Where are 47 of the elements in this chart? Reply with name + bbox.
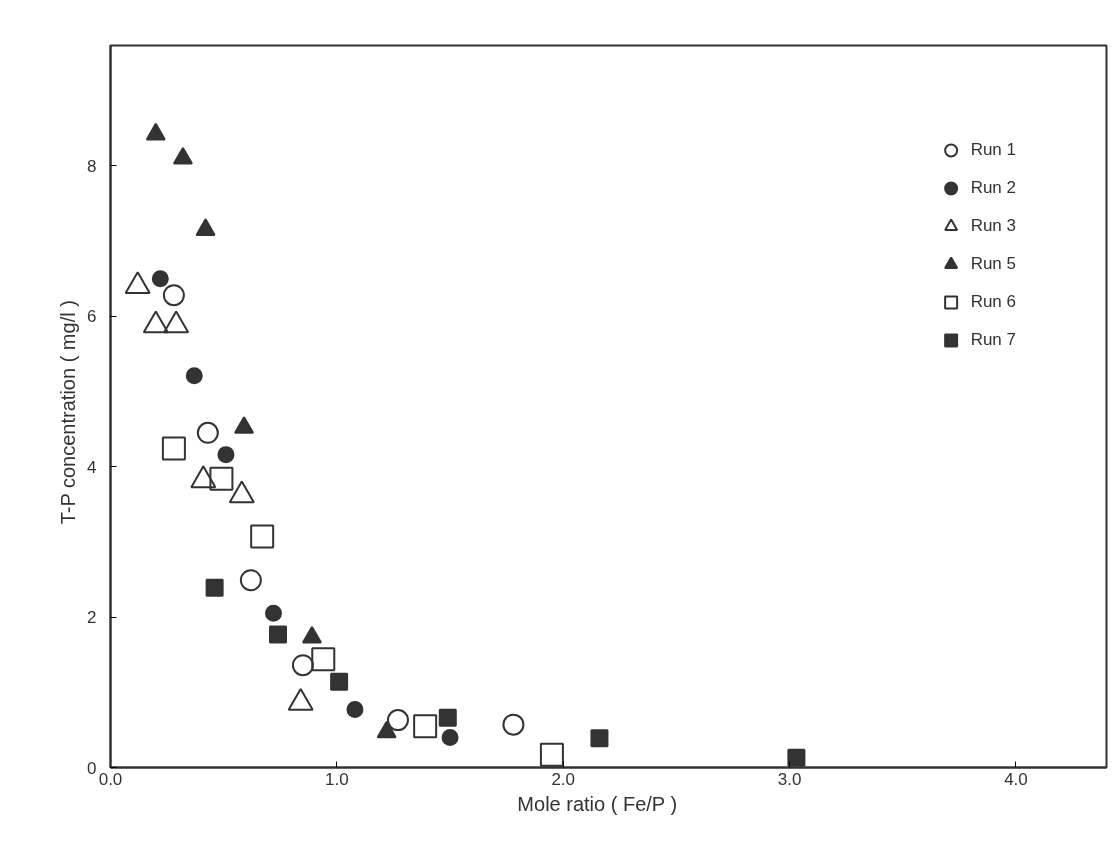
y-axis-title: T-P concentration ( mg/l ) (57, 300, 80, 525)
point (163, 310, 190, 334)
point (346, 701, 364, 719)
legend-label: Run 6 (970, 292, 1016, 312)
point (250, 524, 275, 549)
point (291, 654, 314, 677)
point (239, 569, 262, 592)
point (209, 466, 234, 491)
y-tick-label: 2 (87, 608, 97, 628)
point (234, 416, 255, 434)
point (142, 310, 169, 334)
point (145, 122, 166, 141)
point (386, 709, 409, 732)
point (330, 672, 349, 691)
point (185, 367, 203, 385)
x-tick-label: 4.0 (1004, 769, 1028, 789)
point (311, 647, 336, 672)
point (269, 625, 288, 644)
point (438, 708, 457, 727)
point (195, 218, 216, 236)
point (539, 742, 564, 767)
legend-label: Run 7 (970, 330, 1016, 350)
point (196, 421, 219, 444)
point (502, 713, 525, 736)
y-tick-label: 0 (87, 758, 97, 778)
y-tick-label: 6 (87, 307, 97, 327)
y-tick-label: 4 (87, 457, 97, 477)
x-axis-title: Mole ratio ( Fe/P ) (517, 792, 678, 815)
x-tick-label: 2.0 (551, 769, 576, 789)
legend-label: Run 1 (970, 140, 1016, 160)
legend-label: Run 3 (970, 216, 1016, 236)
point (124, 271, 151, 295)
x-tick-label: 3.0 (777, 769, 802, 789)
point (172, 146, 193, 165)
point (205, 578, 224, 597)
point (161, 436, 186, 461)
point (787, 748, 806, 767)
y-tick-label: 8 (87, 156, 97, 176)
legend-label: Run 5 (970, 254, 1016, 274)
point (590, 729, 609, 748)
x-tick-label: 0.0 (98, 769, 123, 789)
point (217, 446, 235, 464)
point (441, 728, 459, 746)
point (413, 714, 438, 739)
legend-label: Run 2 (970, 178, 1016, 198)
point (264, 604, 282, 622)
x-tick-label: 1.0 (325, 769, 349, 789)
